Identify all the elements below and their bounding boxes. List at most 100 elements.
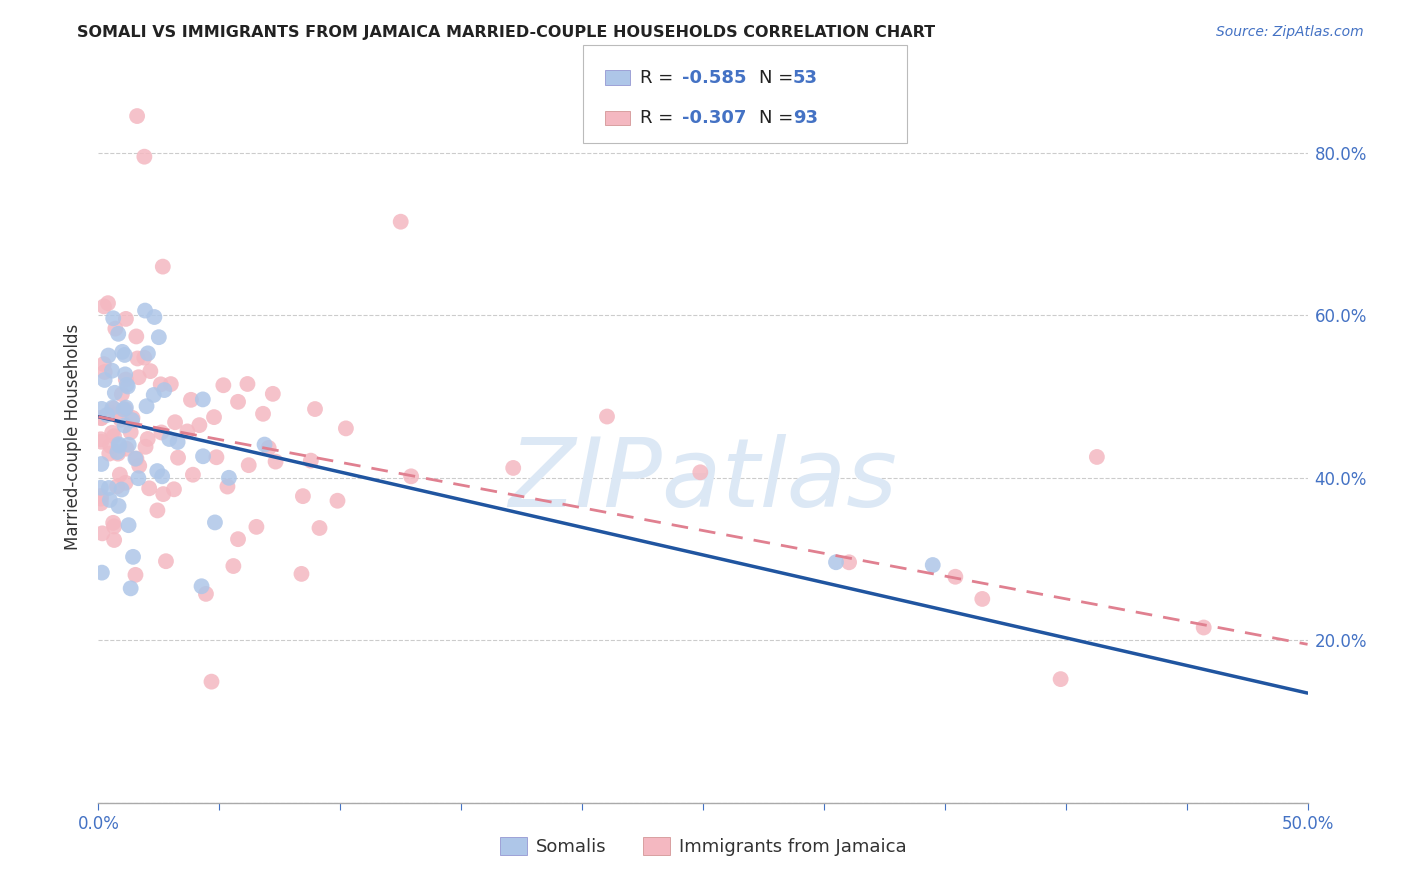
Point: [163, 483, 186, 497]
Point: [257, 441, 280, 455]
Point: [97, 296, 120, 310]
Point: [191, 392, 214, 407]
Point: [114, 373, 136, 387]
Point: [291, 489, 314, 503]
Point: [502, 461, 524, 475]
Point: [838, 555, 860, 569]
Text: N =: N =: [759, 109, 799, 127]
Point: [146, 503, 169, 517]
Point: [107, 499, 129, 513]
Point: [262, 387, 284, 401]
Legend: Somalis, Immigrants from Jamaica: Somalis, Immigrants from Jamaica: [492, 830, 914, 863]
Point: [122, 549, 145, 564]
Point: [121, 413, 143, 427]
Point: [143, 310, 166, 324]
Point: [90, 410, 112, 425]
Point: [93, 373, 115, 387]
Point: [105, 445, 128, 459]
Point: [943, 570, 966, 584]
Point: [93, 365, 115, 379]
Point: [202, 410, 225, 425]
Point: [103, 533, 125, 547]
Point: [150, 469, 173, 483]
Point: [134, 351, 156, 365]
Text: 93: 93: [793, 109, 818, 127]
Point: [188, 418, 211, 433]
Point: [252, 407, 274, 421]
Text: SOMALI VS IMMIGRANTS FROM JAMAICA MARRIED-COUPLE HOUSEHOLDS CORRELATION CHART: SOMALI VS IMMIGRANTS FROM JAMAICA MARRIE…: [77, 25, 935, 40]
Point: [1049, 672, 1071, 686]
Point: [389, 215, 412, 229]
Point: [103, 519, 125, 533]
Point: [134, 303, 156, 318]
Point: [264, 454, 287, 468]
Point: [114, 402, 136, 417]
Point: [399, 469, 422, 483]
Point: [110, 483, 132, 497]
Point: [142, 388, 165, 402]
Text: 53: 53: [793, 69, 818, 87]
Point: [96, 408, 118, 422]
Point: [117, 379, 139, 393]
Point: [124, 451, 146, 466]
Point: [118, 438, 141, 452]
Point: [149, 377, 172, 392]
Point: [150, 425, 173, 440]
Text: R =: R =: [640, 69, 679, 87]
Point: [115, 377, 138, 392]
Point: [236, 376, 259, 391]
Point: [114, 368, 136, 382]
Point: [107, 437, 129, 451]
Point: [299, 453, 322, 467]
Point: [194, 587, 217, 601]
Text: R =: R =: [640, 109, 679, 127]
Point: [238, 458, 260, 472]
Point: [110, 413, 132, 427]
Point: [90, 481, 112, 495]
Point: [176, 425, 198, 439]
Point: [108, 467, 131, 482]
Point: [167, 450, 190, 465]
Point: [114, 475, 136, 490]
Point: [205, 450, 228, 465]
Point: [128, 370, 150, 384]
Point: [115, 442, 138, 456]
Point: [103, 429, 125, 443]
Point: [253, 437, 276, 451]
Point: [93, 357, 115, 371]
Point: [90, 566, 112, 580]
Point: [921, 558, 943, 572]
Point: [115, 401, 138, 415]
Point: [825, 555, 848, 569]
Point: [200, 674, 222, 689]
Point: [105, 479, 128, 493]
Point: [689, 465, 711, 479]
Point: [90, 491, 112, 506]
Point: [308, 521, 330, 535]
Point: [120, 425, 142, 439]
Text: -0.307: -0.307: [682, 109, 747, 127]
Point: [114, 348, 136, 362]
Point: [90, 457, 112, 471]
Point: [90, 434, 112, 449]
Point: [135, 399, 157, 413]
Point: [218, 471, 240, 485]
Point: [212, 378, 235, 392]
Point: [290, 566, 312, 581]
Point: [157, 432, 180, 446]
Point: [93, 299, 115, 313]
Point: [103, 311, 125, 326]
Point: [90, 411, 112, 425]
Point: [972, 591, 994, 606]
Point: [128, 458, 150, 473]
Point: [596, 409, 619, 424]
Point: [217, 479, 239, 493]
Point: [165, 415, 187, 429]
Point: [115, 312, 138, 326]
Point: [98, 492, 121, 507]
Point: [159, 377, 181, 392]
Text: N =: N =: [759, 69, 799, 87]
Point: [101, 425, 124, 440]
Point: [136, 432, 159, 446]
Point: [90, 489, 112, 503]
